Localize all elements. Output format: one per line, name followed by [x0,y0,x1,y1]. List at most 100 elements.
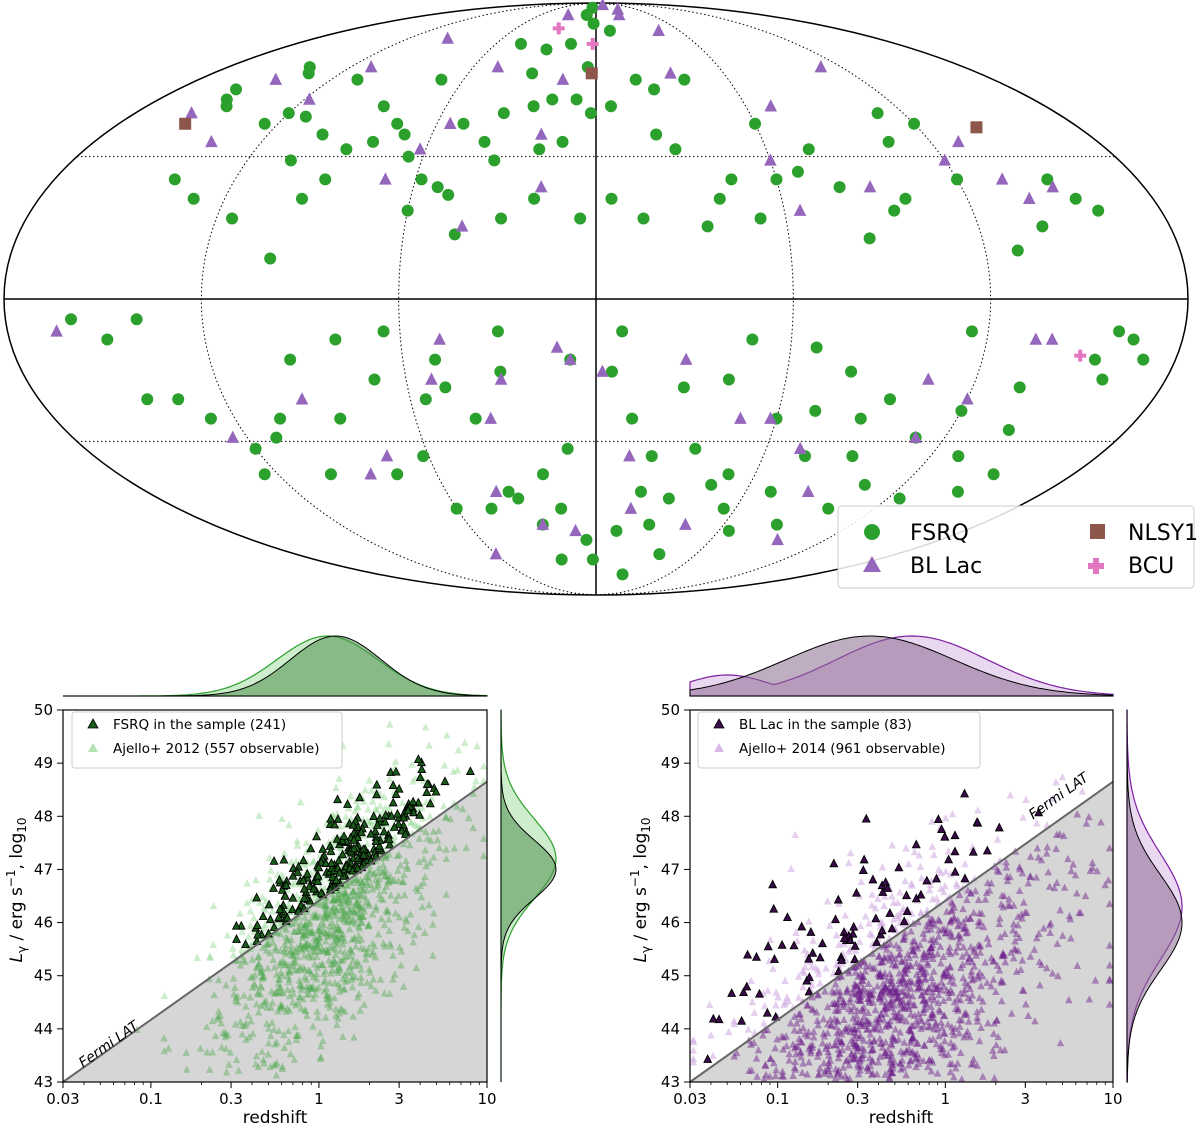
bllac-point [205,134,218,148]
model-point [320,986,329,995]
model-point [385,876,394,884]
fsrq-point [764,485,777,498]
y-tick-label: 46 [661,914,680,932]
model-point [925,951,934,959]
model-point [883,945,891,953]
model-point [335,774,343,782]
model-point [1060,883,1069,891]
sample-point [911,893,921,903]
model-point [941,813,950,822]
model-point [285,974,294,983]
sample-point [338,849,348,859]
model-point [339,911,347,920]
fsrq-point [604,100,617,113]
model-point [258,892,267,901]
legend-bllac-marker [863,556,881,572]
y-tick-label: 49 [34,754,53,772]
model-point [335,963,344,971]
model-point [244,932,253,941]
bcu-point [552,22,565,35]
model-point [934,990,943,999]
model-point [894,993,903,1002]
model-point [825,1041,834,1049]
model-point [819,1014,828,1023]
model-point [246,973,255,981]
model-point [953,994,962,1003]
model-point [271,946,280,954]
model-point [913,944,922,952]
sample-point [299,883,309,893]
model-point [348,972,357,981]
model-point [827,1021,835,1029]
model-point [329,895,337,904]
model-point [412,884,420,892]
model-point [339,1032,347,1041]
model-point [926,880,935,889]
model-point [345,911,354,920]
model-point [946,977,954,985]
model-point [340,985,348,993]
model-point [836,991,845,1000]
model-point [864,1066,873,1075]
model-point [262,940,271,948]
model-point [928,1013,937,1022]
axes-frame [62,709,488,1083]
model-point [917,965,926,973]
model-point [286,1050,295,1058]
model-point [271,943,280,952]
model-point [801,962,809,971]
model-point [350,934,359,942]
model-point [947,897,956,906]
model-point [285,961,294,969]
model-point [881,1002,890,1010]
model-point [275,975,284,983]
y-tick-label: 47 [34,860,53,878]
model-point [927,948,935,956]
model-point [398,877,407,886]
sample-point [417,764,427,773]
model-point [860,1021,868,1029]
model-point [377,914,386,922]
model-point [814,990,822,998]
model-point [295,927,303,935]
model-point [276,930,285,938]
model-point [229,974,238,982]
model-point [843,986,851,994]
model-point [453,765,462,774]
model-point [222,981,230,989]
model-point [328,965,336,974]
model-point [899,974,907,982]
model-point [358,918,367,926]
model-point [916,862,925,870]
model-point [232,993,240,1001]
model-point [853,1060,862,1068]
fsrq-point [1036,220,1049,233]
model-point [305,917,314,925]
model-point [326,998,335,1006]
fsrq-point [882,135,895,148]
fsrq-legend-sample-marker [87,718,99,729]
model-point [1001,957,1010,966]
model-point [291,947,299,955]
model-point [293,1031,301,1039]
model-point [285,977,293,986]
model-point [303,1011,311,1019]
model-point [944,847,953,855]
model-point [314,826,322,834]
sample-point [754,988,764,998]
model-point [312,910,320,918]
bcu-point [586,37,599,50]
model-point [225,1060,233,1068]
model-point [887,1052,896,1060]
model-point [222,1044,230,1053]
model-point [259,903,268,912]
model-point [897,1065,905,1073]
model-point [295,923,303,931]
model-point [439,801,448,810]
model-point [382,851,390,859]
model-point [899,987,908,995]
model-point [967,967,976,975]
sky-map: FSRQ BL Lac NLSY1 BCU [3,0,1198,596]
model-point [314,925,322,934]
model-point [302,919,311,927]
